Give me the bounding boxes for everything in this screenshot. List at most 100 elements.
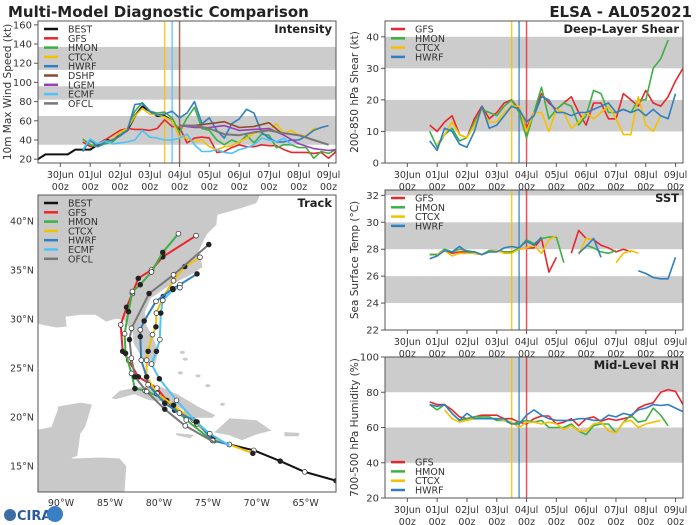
track-ecmf xyxy=(148,284,230,447)
legend-item-hwrf: HWRF xyxy=(391,52,444,63)
track-point-marker xyxy=(132,385,138,392)
x-tick-label: 00z xyxy=(518,349,535,360)
legend-label: LGEM xyxy=(68,80,95,91)
x-tick-label: 00z xyxy=(458,182,475,193)
track-point-marker xyxy=(137,333,144,340)
x-tick-label: 00z xyxy=(637,517,654,525)
lon-tick-label: 80°W xyxy=(146,498,173,509)
track-point-marker xyxy=(175,230,182,237)
legend-item-hwrf: HWRF xyxy=(391,221,444,232)
lon-tick-label: 65°W xyxy=(293,498,320,509)
x-tick-label: 07Jul xyxy=(604,170,628,181)
legend-item-hmon: HMON xyxy=(391,203,445,214)
legend-item-ctcx: CTCX xyxy=(391,212,441,223)
x-tick-label: 07Jul xyxy=(604,337,628,348)
y-tick-label: 22 xyxy=(366,326,379,337)
series-group xyxy=(429,388,683,436)
x-tick-label: 06Jul xyxy=(574,337,598,348)
y-tick-label: 120 xyxy=(13,59,32,70)
track-point-marker xyxy=(193,232,199,239)
x-tick-label: 00z xyxy=(488,517,505,525)
series-line-ecmf xyxy=(82,129,292,155)
legend-label: HWRF xyxy=(415,52,444,63)
lat-tick-label: 15°N xyxy=(10,462,34,473)
track-point-marker xyxy=(161,400,168,407)
legend-label: HWRF xyxy=(415,221,444,232)
panel-title: SST xyxy=(655,191,679,205)
x-tick-label: 05Jul xyxy=(545,337,569,348)
legend-item-ecmf: ECMF xyxy=(44,90,94,101)
legend-label: CTCX xyxy=(68,226,94,237)
x-tick-label: 03Jul xyxy=(485,337,509,348)
legend-label: GFS xyxy=(415,194,434,205)
legend-item-hwrf: HWRF xyxy=(44,236,97,247)
track-point-marker xyxy=(135,275,142,282)
legend-item-ofcl: OFCL xyxy=(44,99,94,110)
y-tick-label: 20 xyxy=(19,155,32,166)
x-tick-label: 02Jul xyxy=(455,337,479,348)
track-point-marker xyxy=(170,278,177,284)
track-point-marker xyxy=(277,458,283,464)
track-point-marker xyxy=(149,331,156,338)
lon-tick-label: 75°W xyxy=(195,498,222,509)
x-tick-label: 08Jul xyxy=(634,170,658,181)
track-point-marker xyxy=(207,430,213,437)
x-tick-label: 00z xyxy=(141,182,158,193)
legend-item-ctcx: CTCX xyxy=(44,226,94,237)
series-line-ctcx xyxy=(436,235,639,264)
legend-label: HWRF xyxy=(68,236,97,247)
y-tick-label: 20 xyxy=(366,95,379,106)
island xyxy=(182,357,188,361)
series-group xyxy=(38,100,336,161)
legend-item-hwrf: HWRF xyxy=(44,62,97,73)
legend-label: HMON xyxy=(415,467,445,478)
logo-cloud-icon xyxy=(47,506,63,522)
lat-tick-label: 35°N xyxy=(10,265,34,276)
map-frame xyxy=(37,194,337,493)
legend-label: HWRF xyxy=(68,62,97,73)
x-tick-label: 09Jul xyxy=(664,337,688,348)
legend-item-hwrf: HWRF xyxy=(391,486,444,497)
x-tick-label: 00z xyxy=(82,182,99,193)
series-group xyxy=(429,229,677,280)
series-line-hmon xyxy=(429,403,669,436)
x-tick-label: 05Jul xyxy=(198,170,222,181)
track-point-marker xyxy=(170,286,176,293)
x-tick-label: 01Jul xyxy=(425,170,449,181)
legend-label: ECMF xyxy=(68,245,94,256)
x-tick-label: 08Jul xyxy=(634,337,658,348)
island xyxy=(219,402,225,406)
x-tick-label: 03Jul xyxy=(485,505,509,516)
x-tick-label: 00z xyxy=(518,517,535,525)
figure-title: Multi-Model Diagnostic Comparison xyxy=(8,3,309,21)
shaded-band xyxy=(385,36,683,69)
x-tick-label: 09Jul xyxy=(317,170,341,181)
x-tick-label: 04Jul xyxy=(515,337,539,348)
track-point-marker xyxy=(170,402,177,409)
y-tick-label: 30 xyxy=(366,64,379,75)
logo-text: CIRA xyxy=(17,509,51,524)
lat-tick-label: 30°N xyxy=(10,314,34,325)
x-tick-label: 00z xyxy=(231,182,248,193)
track-point-marker xyxy=(250,450,256,457)
x-tick-label: 30Jun xyxy=(394,337,421,348)
track-point-marker xyxy=(138,357,144,363)
track-point-marker xyxy=(333,477,336,484)
legend-item-gfs: GFS xyxy=(391,194,434,205)
shaded-band xyxy=(385,276,683,304)
y-tick-label: 40 xyxy=(366,458,379,469)
track-point-marker xyxy=(129,288,136,295)
series-group xyxy=(428,39,683,152)
x-tick-label: 00z xyxy=(607,182,624,193)
shaded-band xyxy=(385,357,683,393)
track-point-marker xyxy=(193,419,199,425)
track-point-marker xyxy=(146,290,152,297)
legend-label: GFS xyxy=(68,208,87,219)
y-tick-label: 10 xyxy=(366,127,379,138)
x-tick-label: 00z xyxy=(607,517,624,525)
legend-label: HMON xyxy=(415,34,445,45)
legend-label: DSHP xyxy=(68,71,94,82)
x-tick-label: 00z xyxy=(488,182,505,193)
x-tick-label: 00z xyxy=(201,182,218,193)
